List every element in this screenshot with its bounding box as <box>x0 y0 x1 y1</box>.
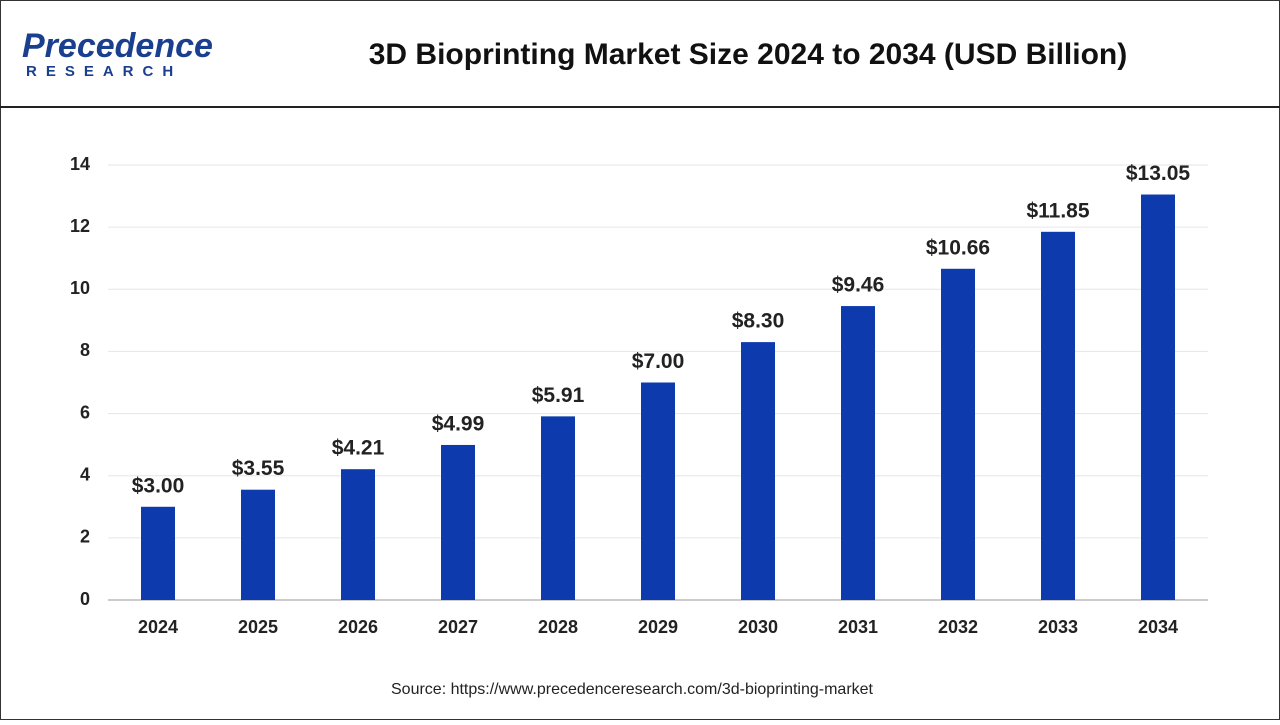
source-note: Source: https://www.precedenceresearch.c… <box>391 681 874 698</box>
value-label: $9.46 <box>832 274 885 297</box>
bar <box>1141 194 1175 600</box>
bar <box>741 342 775 600</box>
bar <box>341 469 375 600</box>
value-label: $10.66 <box>926 236 990 259</box>
bar <box>441 444 475 600</box>
y-tick-label: 12 <box>70 216 90 236</box>
bar <box>1041 231 1075 600</box>
x-tick-label: 2024 <box>138 617 178 637</box>
value-label: $3.00 <box>132 474 185 497</box>
y-tick-label: 10 <box>70 278 90 298</box>
bar <box>541 416 575 600</box>
chart-title: 3D Bioprinting Market Size 2024 to 2034 … <box>369 38 1128 71</box>
bar <box>241 489 275 600</box>
y-tick-label: 2 <box>80 527 90 547</box>
value-label: $3.55 <box>232 457 285 480</box>
y-tick-label: 4 <box>80 464 90 484</box>
y-tick-label: 0 <box>80 589 90 609</box>
bar <box>941 268 975 600</box>
x-tick-label: 2031 <box>838 617 878 637</box>
value-label: $4.99 <box>432 413 485 436</box>
x-tick-label: 2026 <box>338 617 378 637</box>
y-tick-label: 6 <box>80 402 90 422</box>
x-tick-label: 2029 <box>638 617 678 637</box>
value-label: $4.21 <box>332 437 385 460</box>
value-label: $11.85 <box>1026 199 1089 222</box>
logo-tagline: RESEARCH <box>26 63 182 80</box>
logo-name: Precedence <box>22 27 213 65</box>
x-tick-label: 2032 <box>938 617 978 637</box>
y-tick-label: 8 <box>80 340 90 360</box>
bar <box>641 382 675 600</box>
value-label: $5.91 <box>532 384 585 407</box>
x-tick-label: 2033 <box>1038 617 1078 637</box>
value-label: $13.05 <box>1126 162 1191 185</box>
value-label: $7.00 <box>632 350 685 373</box>
x-tick-label: 2034 <box>1138 617 1178 637</box>
x-tick-label: 2025 <box>238 617 278 637</box>
x-tick-label: 2028 <box>538 617 578 637</box>
y-tick-label: 14 <box>70 154 90 174</box>
x-tick-label: 2030 <box>738 617 778 637</box>
x-tick-label: 2027 <box>438 617 478 637</box>
bar <box>141 506 175 600</box>
value-label: $8.30 <box>732 310 785 333</box>
bar <box>841 306 875 600</box>
